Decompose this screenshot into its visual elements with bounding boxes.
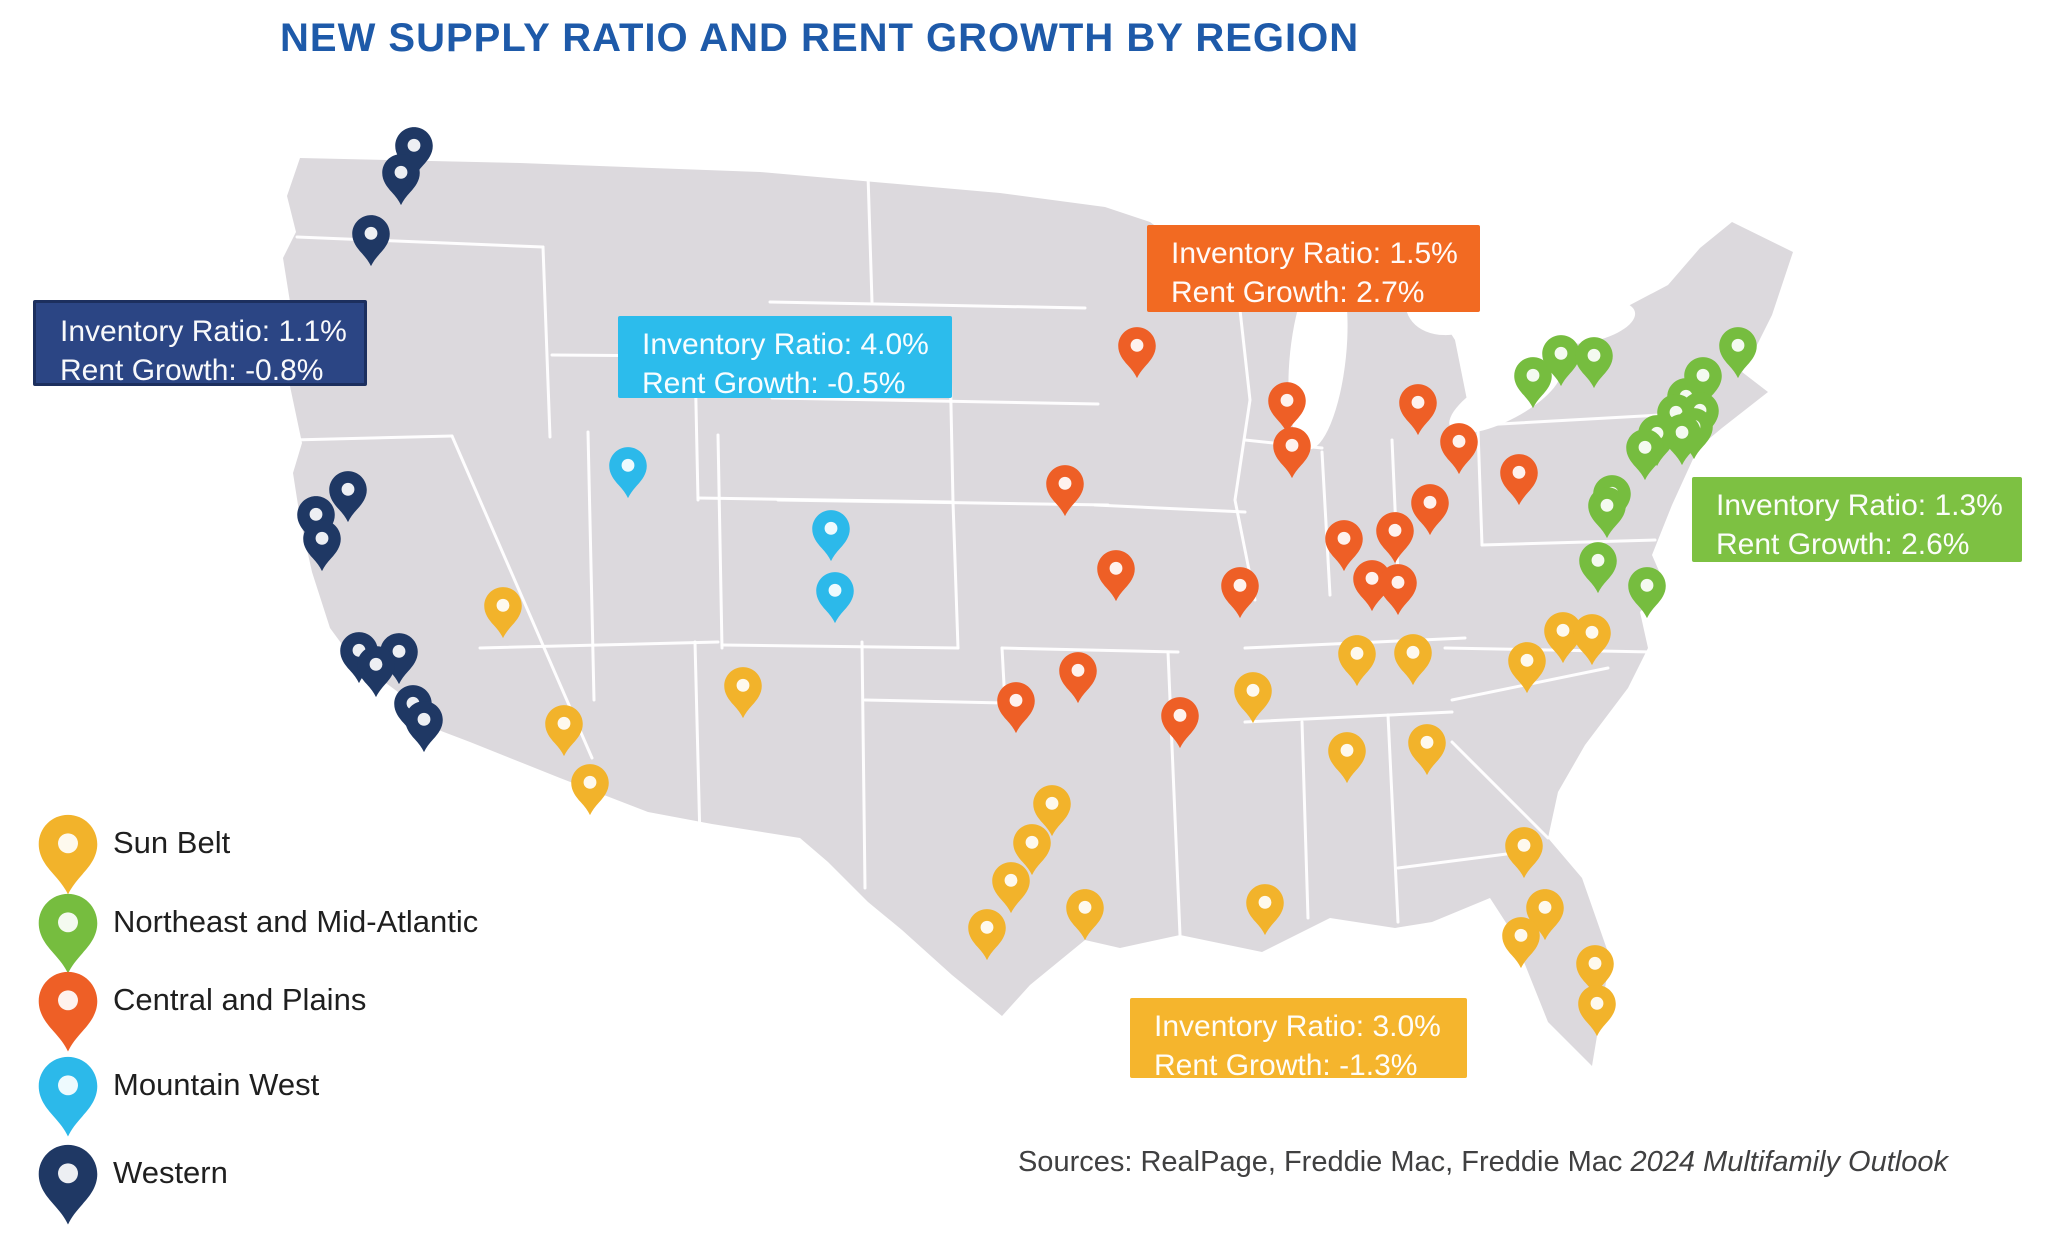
callout-line: Inventory Ratio: 3.0% — [1154, 1010, 1441, 1043]
page-title: NEW SUPPLY RATIO AND RENT GROWTH BY REGI… — [280, 16, 1360, 60]
callout-line: Rent Growth: 2.7% — [1171, 276, 1425, 309]
source-text-italic: 2024 Multifamily Outlook — [1630, 1146, 1948, 1178]
callout-central-plains: Inventory Ratio: 1.5% Rent Growth: 2.7% — [1147, 225, 1480, 312]
legend-label-mountain-west: Mountain West — [113, 1067, 320, 1102]
source-citation: Sources: RealPage, Freddie Mac, Freddie … — [1018, 1146, 1948, 1179]
callout-western: Inventory Ratio: 1.1% Rent Growth: -0.8% — [33, 300, 367, 387]
state-borders — [290, 173, 1662, 937]
legend-label-central-plains: Central and Plains — [113, 982, 367, 1017]
callout-line: Inventory Ratio: 1.1% — [60, 315, 347, 348]
callout-line: Rent Growth: 2.6% — [1716, 528, 1970, 561]
us-landmass — [283, 158, 1793, 1066]
callout-sun-belt: Inventory Ratio: 3.0% Rent Growth: -1.3% — [1130, 998, 1467, 1082]
callout-mountain-west: Inventory Ratio: 4.0% Rent Growth: -0.5% — [618, 316, 952, 400]
legend-label-sun-belt: Sun Belt — [113, 825, 231, 860]
callout-northeast-mid-atlantic: Inventory Ratio: 1.3% Rent Growth: 2.6% — [1692, 477, 2022, 562]
callout-line: Rent Growth: -0.5% — [642, 367, 906, 400]
legend-label-northeast-mid-atlantic: Northeast and Mid-Atlantic — [113, 904, 479, 939]
legend-label-western: Western — [113, 1155, 228, 1190]
callout-line: Rent Growth: -1.3% — [1154, 1049, 1418, 1082]
source-text: Sources: RealPage, Freddie Mac, Freddie … — [1017, 1146, 1631, 1178]
callout-line: Inventory Ratio: 1.3% — [1716, 489, 2003, 522]
callout-line: Rent Growth: -0.8% — [60, 354, 324, 387]
callout-line: Inventory Ratio: 1.5% — [1171, 237, 1458, 270]
callout-line: Inventory Ratio: 4.0% — [642, 328, 929, 361]
